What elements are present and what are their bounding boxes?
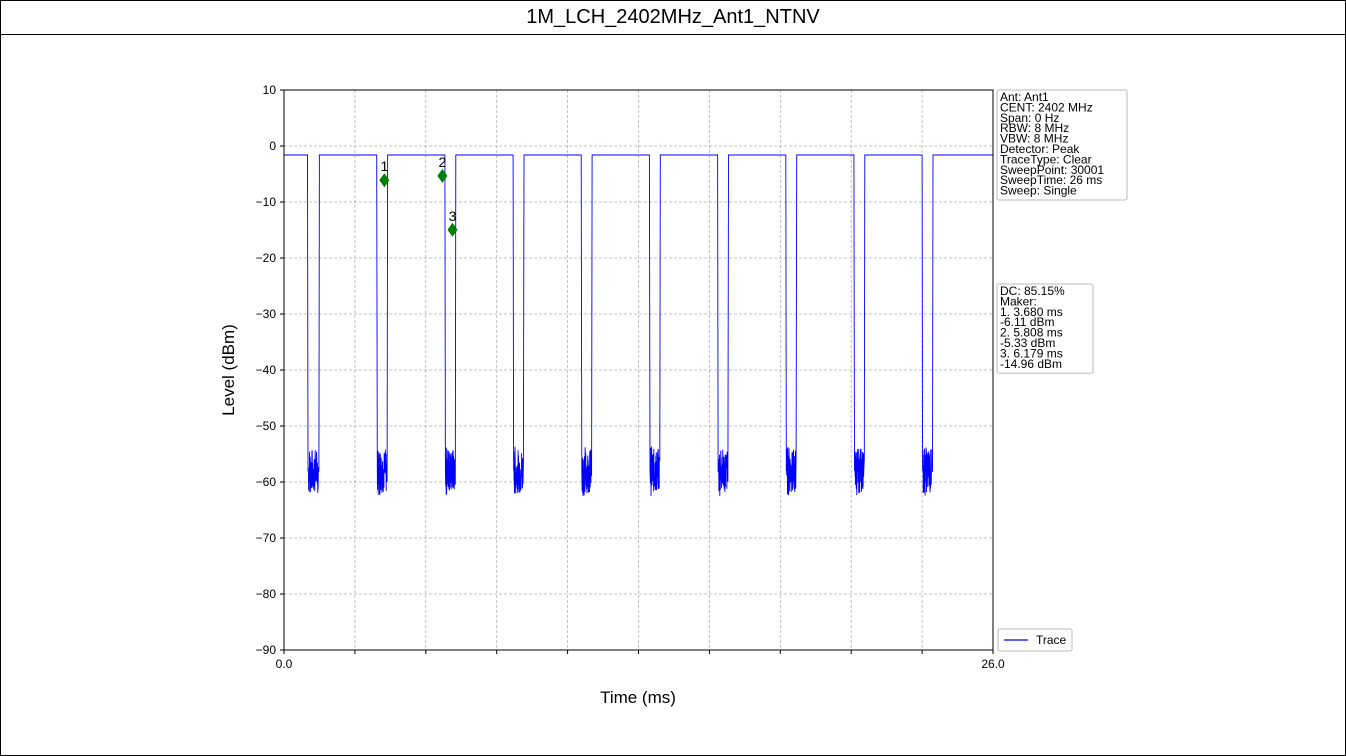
- info-line: Sweep: Single: [1000, 184, 1077, 198]
- info-box-frame: [996, 283, 1094, 374]
- page-title: 1M_LCH_2402MHz_Ant1_NTNV: [1, 1, 1345, 35]
- marker-label: 2: [438, 154, 446, 170]
- y-tick-label: 10: [263, 83, 277, 97]
- info-line: SweepTime: 26 ms: [1000, 173, 1102, 187]
- y-tick-label: −40: [256, 363, 277, 377]
- info-line: 1. 3.680 ms: [1000, 305, 1063, 319]
- y-tick-label: −20: [256, 251, 277, 265]
- info-box-frame: [996, 89, 1128, 201]
- info-line: CENT: 2402 MHz: [1000, 100, 1093, 114]
- legend-box: [997, 628, 1073, 652]
- x-axis: 0.0 26.0: [276, 650, 1005, 671]
- x-tick-label: 0.0: [276, 657, 293, 671]
- marker-label: 1: [380, 158, 388, 174]
- info-line: DC: 85.15%: [1000, 284, 1065, 298]
- y-tick-label: −70: [256, 531, 277, 545]
- markers: 1 2 3: [379, 154, 458, 237]
- info-line: -6.11 dBm: [1000, 315, 1054, 329]
- marker-point: [379, 173, 390, 188]
- x-axis-label: Time (ms): [600, 688, 676, 707]
- legend: Trace: [997, 628, 1073, 652]
- marker-point: [447, 222, 458, 237]
- info-line: Ant: Ant1: [1000, 90, 1049, 104]
- info-line: -14.96 dBm: [1000, 357, 1062, 371]
- info-line: 3. 6.179 ms: [1000, 346, 1063, 360]
- info-line: Span: 0 Hz: [1000, 111, 1059, 125]
- y-tick-label: −90: [256, 643, 277, 657]
- y-tick-label: −80: [256, 587, 277, 601]
- result-box: DC: 85.15%Maker:1. 3.680 ms -6.11 dBm2. …: [996, 283, 1094, 374]
- trace-line: [284, 154, 993, 497]
- info-line: TraceType: Clear: [1000, 152, 1092, 166]
- info-line: RBW: 8 MHz: [1000, 121, 1069, 135]
- marker-point: [437, 168, 448, 183]
- info-line: Maker:: [1000, 294, 1037, 308]
- legend-label: Trace: [1036, 633, 1067, 647]
- y-tick-label: 0: [269, 139, 276, 153]
- info-line: -5.33 dBm: [1000, 336, 1055, 350]
- info-line: VBW: 8 MHz: [1000, 132, 1068, 146]
- info-line: 2. 5.808 ms: [1000, 326, 1063, 340]
- y-axis-label: Level (dBm): [219, 324, 238, 416]
- y-tick-label: −50: [256, 419, 277, 433]
- info-line: Detector: Peak: [1000, 142, 1080, 156]
- marker-label: 3: [449, 208, 457, 224]
- y-axis: 10 0 −10 −20 −30 −40 −50 −60 −70 −80 −90: [256, 83, 284, 657]
- y-tick-label: −10: [256, 195, 277, 209]
- trace: [284, 154, 993, 497]
- y-tick-label: −30: [256, 307, 277, 321]
- y-tick-label: −60: [256, 475, 277, 489]
- grid: [284, 90, 993, 650]
- x-tick-label: 26.0: [981, 657, 1005, 671]
- info-line: SweepPoint: 30001: [1000, 163, 1104, 177]
